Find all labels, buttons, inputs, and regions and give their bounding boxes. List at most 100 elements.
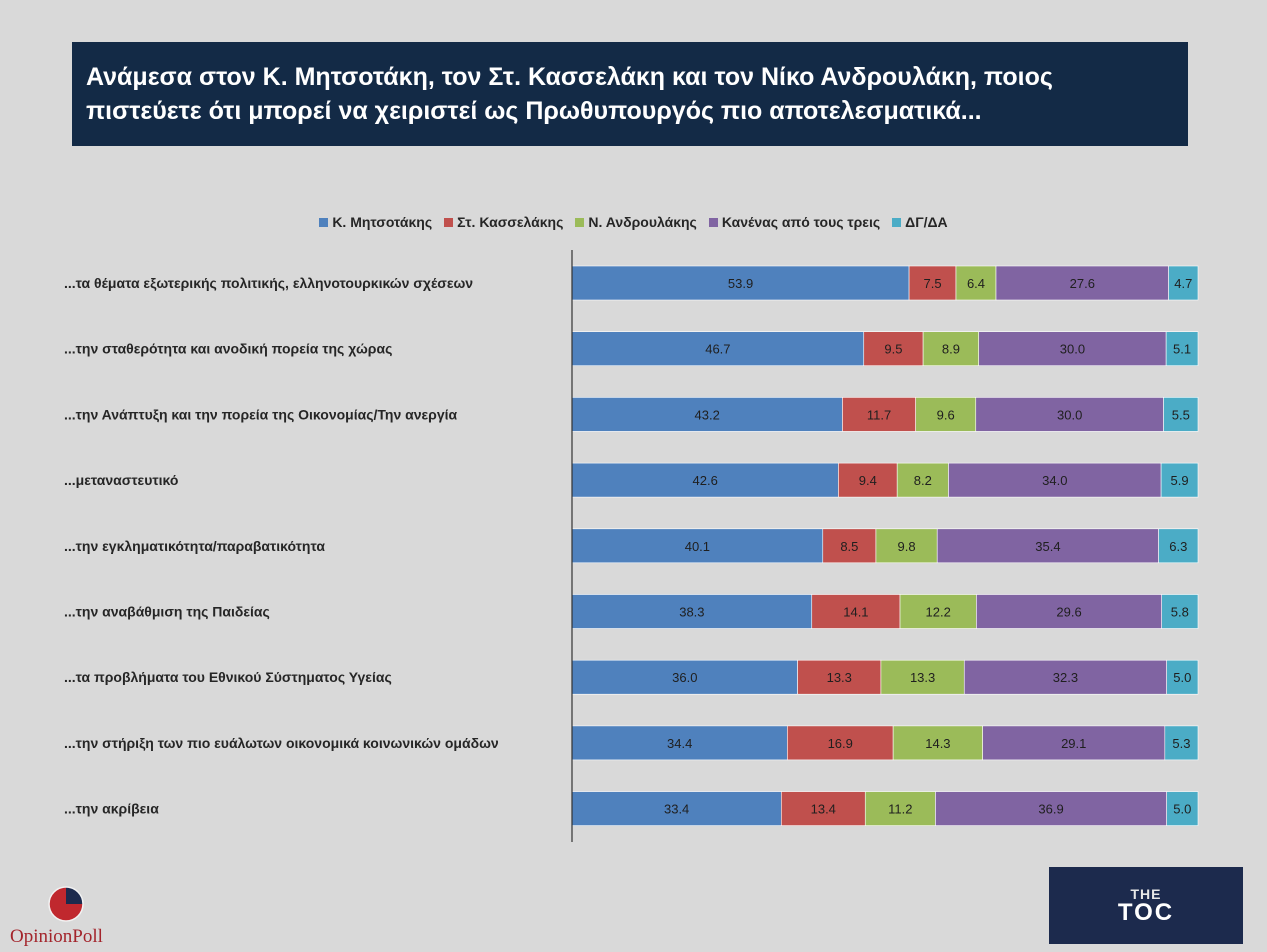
data-label: 36.0	[672, 670, 697, 685]
toc-logo-main: TOC	[1117, 898, 1175, 926]
bar-segment	[1163, 397, 1199, 432]
legend-swatch	[708, 217, 718, 227]
opinion-poll-logo: OpinionPoll	[10, 884, 130, 948]
legend-label: Κανένας από τους τρεις	[721, 214, 881, 230]
bar-segment	[908, 265, 957, 301]
data-label: 16.9	[828, 736, 853, 751]
data-label: 53.9	[728, 276, 753, 291]
data-label: 6.4	[967, 276, 985, 291]
bar-segment	[936, 528, 1159, 564]
bar-segment	[899, 594, 977, 629]
bar-segment	[976, 594, 1162, 629]
legend-label: Στ. Κασσελάκης	[457, 214, 564, 230]
bar-segment	[935, 791, 1167, 826]
data-label: 30.0	[1057, 407, 1082, 422]
data-label: 5.3	[1172, 736, 1190, 751]
data-label: 33.4	[664, 802, 689, 817]
data-label: 38.3	[679, 605, 704, 620]
category-label: ...μεταναστευτικό	[64, 472, 178, 488]
data-label: 9.8	[898, 539, 916, 554]
data-label: 32.3	[1053, 670, 1078, 685]
bar-segment	[811, 594, 901, 629]
bar-segment	[975, 397, 1164, 432]
toc-logo-top: THE	[1130, 885, 1162, 902]
data-label: 5.9	[1171, 473, 1189, 488]
category-label: ...τα θέματα εξωτερικής πολιτικής, ελλην…	[64, 275, 473, 291]
bar-segment	[571, 528, 824, 564]
bar-segment	[780, 791, 866, 826]
data-label: 5.1	[1173, 342, 1191, 357]
legend-item: Ν. Ανδρουλάκης	[575, 214, 697, 230]
bar-segment	[982, 725, 1166, 761]
data-label: 30.0	[1060, 342, 1085, 357]
category-label: ...την στήριξη των πιο ευάλωτων οικονομι…	[64, 735, 499, 751]
legend-swatch	[444, 217, 454, 227]
chart-legend: Κ. Μητσοτάκης Στ. Κασσελάκης Ν. Ανδρουλάκη…	[0, 214, 1267, 230]
data-label: 5.0	[1173, 802, 1191, 817]
data-label: 36.9	[1038, 802, 1063, 817]
data-label: 13.4	[811, 802, 836, 817]
data-label: 4.7	[1174, 276, 1192, 291]
legend-swatch	[892, 217, 902, 227]
data-label: 5.5	[1172, 407, 1190, 422]
bar-segment	[995, 265, 1169, 301]
bar-segment	[797, 659, 882, 695]
category-label: ...τα προβλήματα του Εθνικού Σύστηματος …	[64, 669, 392, 685]
data-label: 34.0	[1042, 473, 1067, 488]
bar-segment	[1165, 331, 1199, 367]
data-label: 12.2	[926, 605, 951, 620]
opinion-poll-logo-text: OpinionPoll	[10, 926, 103, 947]
bar-segment	[787, 725, 894, 761]
data-label: 13.3	[827, 670, 852, 685]
category-label: ...την ακρίβεια	[64, 801, 159, 817]
data-label: 11.7	[867, 407, 891, 422]
legend-label: Ν. Ανδρουλάκης	[588, 214, 697, 230]
data-label: 7.5	[923, 276, 941, 291]
data-label: 42.6	[693, 473, 718, 488]
data-label: 14.1	[843, 605, 868, 620]
bar-segment	[880, 659, 965, 695]
bar-segment	[571, 265, 910, 301]
data-label: 9.4	[859, 473, 877, 488]
legend-swatch	[319, 217, 329, 227]
bar-segment	[1166, 659, 1199, 695]
data-label: 5.0	[1173, 670, 1191, 685]
legend-label: Κ. Μητσοτάκης	[332, 214, 433, 230]
data-label: 43.2	[695, 407, 720, 422]
bar-segment	[892, 725, 983, 761]
data-label: 13.3	[910, 670, 935, 685]
bar-segment	[875, 528, 938, 564]
data-label: 40.1	[685, 539, 710, 554]
bar-segment	[571, 594, 813, 629]
legend-label: ΔΓ/ΔΑ	[905, 214, 948, 230]
data-label: 35.4	[1035, 539, 1060, 554]
data-label: 14.3	[925, 736, 950, 751]
bar-segment	[1164, 725, 1199, 761]
data-label: 11.2	[888, 802, 912, 817]
data-label: 6.3	[1169, 539, 1187, 554]
legend-item: Στ. Κασσελάκης	[444, 214, 563, 230]
data-label: 34.4	[667, 736, 692, 751]
data-label: 9.5	[884, 342, 902, 357]
bar-segment	[963, 659, 1167, 695]
bar-segment	[896, 462, 949, 498]
bar-segment	[1166, 791, 1199, 826]
data-label: 46.7	[705, 342, 730, 357]
bar-segment	[571, 331, 865, 367]
bar-segment	[863, 331, 924, 367]
bar-segment	[922, 331, 980, 367]
opinion-poll-mark-icon	[48, 886, 84, 922]
category-label: ...την αναβάθμιση της Παιδείας	[64, 604, 270, 620]
category-label: ...την σταθερότητα και ανοδική πορεία τη…	[64, 341, 392, 357]
title-banner: Ανάμεσα στον Κ. Μητσοτάκη, τον Στ. Κασσε…	[72, 42, 1188, 146]
the-toc-logo: THE TOC	[1049, 867, 1243, 944]
data-label: 8.5	[840, 539, 858, 554]
legend-item: ΔΓ/ΔΑ	[892, 214, 948, 230]
bar-segment	[1168, 265, 1199, 301]
bar-segment	[1160, 462, 1199, 498]
bar-segment	[571, 397, 843, 432]
data-label: 5.8	[1171, 605, 1189, 620]
bar-segment	[978, 331, 1167, 367]
data-label: 29.1	[1061, 736, 1086, 751]
